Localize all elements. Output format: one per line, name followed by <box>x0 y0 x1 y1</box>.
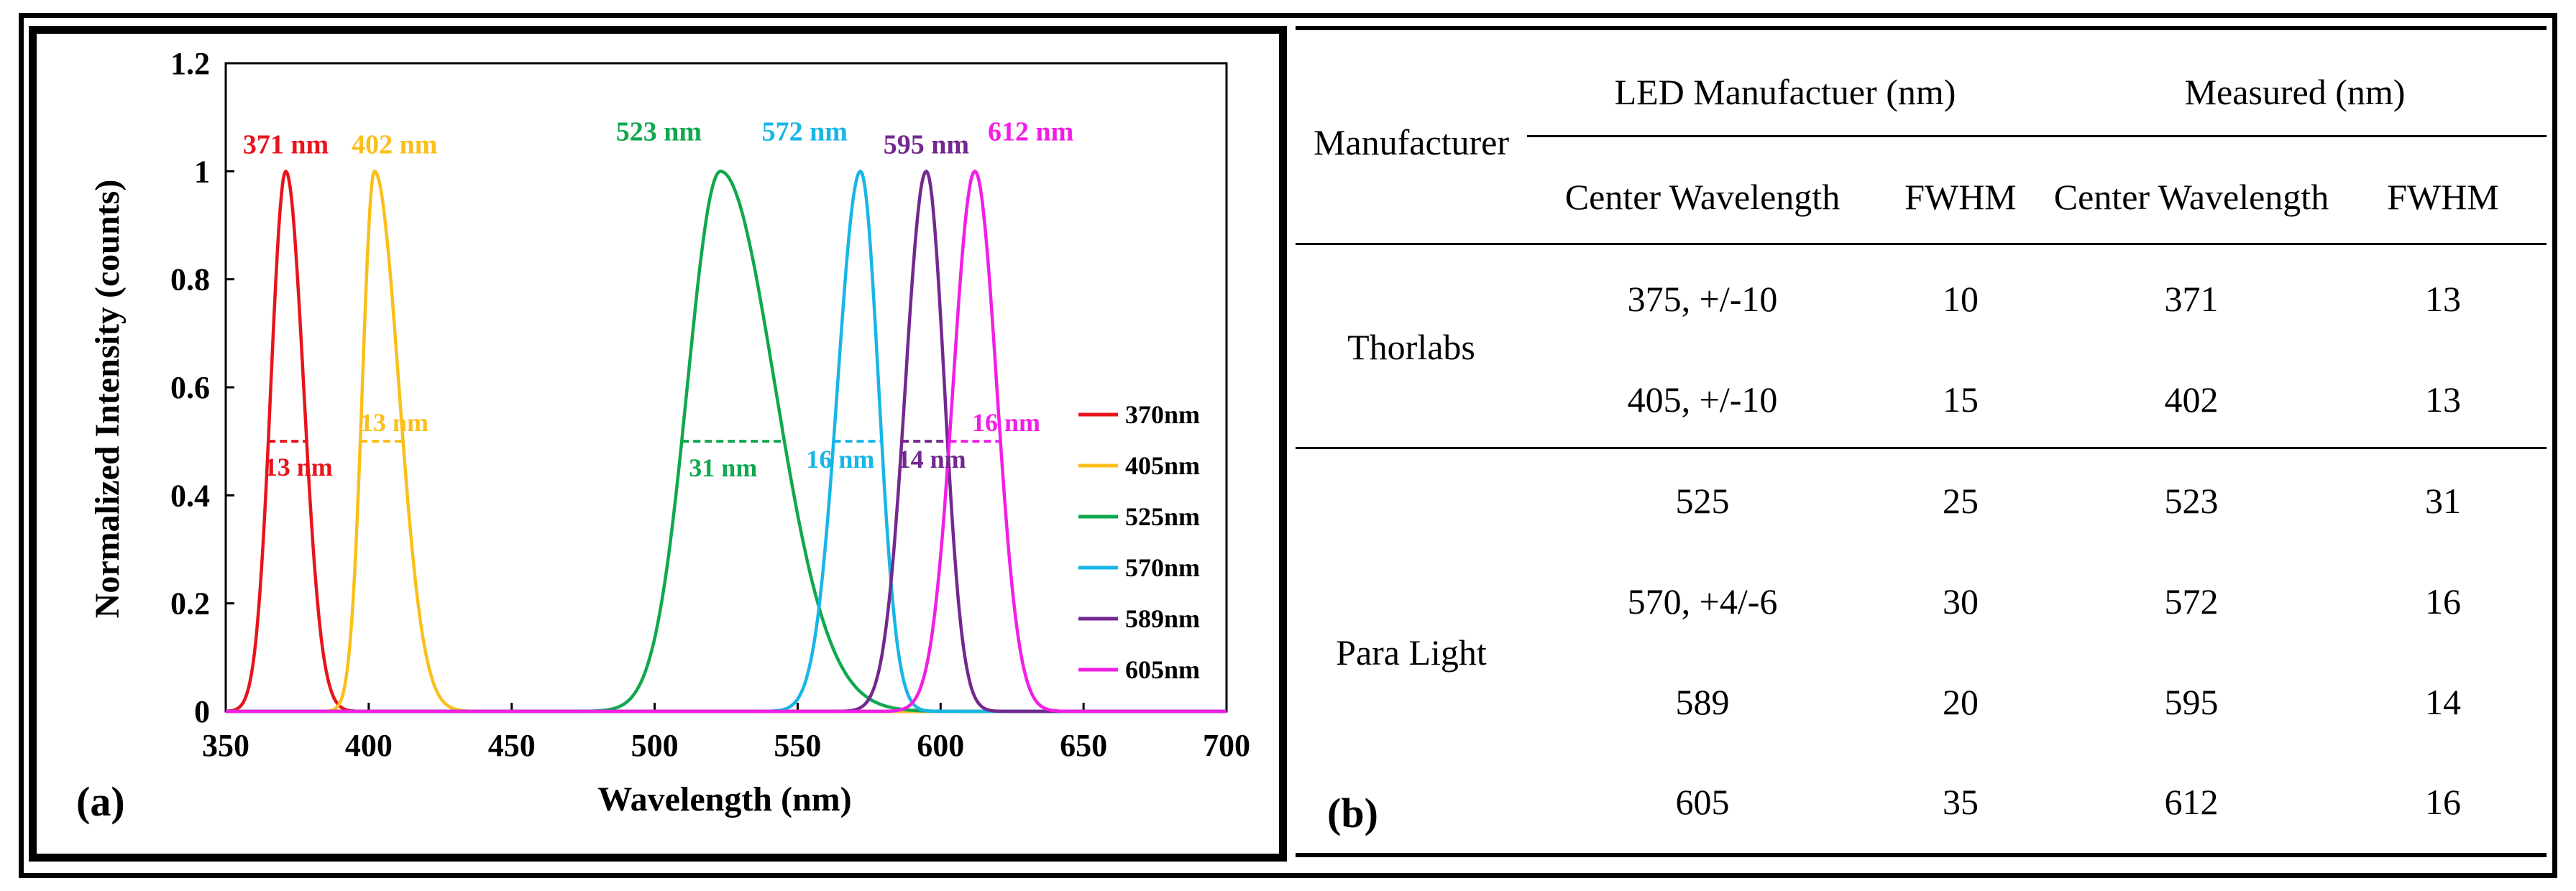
table-cell: 13 <box>2425 279 2461 319</box>
table-cell: 605 <box>1675 782 1730 822</box>
fwhm-label-570nm: 16 nm <box>806 445 874 474</box>
figure-frame <box>19 13 2557 878</box>
table-cell: 15 <box>1943 379 1979 420</box>
table-cell: 25 <box>1943 481 1979 521</box>
series-line-605nm <box>225 170 1227 714</box>
table-cell: 375, +/-10 <box>1627 279 1778 319</box>
manufacturer-thorlabs: Thorlabs <box>1347 327 1475 367</box>
x-tick-label: 550 <box>774 728 821 763</box>
table-cell: 16 <box>2425 581 2461 622</box>
panel-label-b: (b) <box>1327 790 1378 836</box>
legend-label-370nm: 370nm <box>1125 400 1200 429</box>
header-measured: Measured (nm) <box>2184 72 2406 112</box>
header-fwhm-led: FWHM <box>1905 177 2017 217</box>
table-cell: 30 <box>1943 581 1979 622</box>
fwhm-label-525nm: 31 nm <box>689 453 757 482</box>
y-tick-label: 0.6 <box>170 370 210 405</box>
legend-label-570nm: 570nm <box>1125 553 1200 582</box>
group-header-rule <box>1527 135 2547 137</box>
legend-label-605nm: 605nm <box>1125 655 1200 684</box>
table-bottom-rule <box>1296 853 2547 857</box>
peak-label-605nm: 612 nm <box>988 116 1073 147</box>
table-cell: 16 <box>2425 782 2461 822</box>
header-led-manufacturer: LED Manufactuer (nm) <box>1614 72 1956 112</box>
table-cell: 371 <box>2164 279 2219 319</box>
table-cell: 572 <box>2164 581 2219 622</box>
table-cell: 13 <box>2425 379 2461 420</box>
fwhm-label-589nm: 14 nm <box>898 445 966 474</box>
legend-label-525nm: 525nm <box>1125 502 1200 531</box>
x-tick-label: 700 <box>1203 728 1250 763</box>
peak-label-570nm: 572 nm <box>762 116 848 147</box>
y-tick-label: 0.8 <box>170 262 210 297</box>
table-cell: 595 <box>2164 682 2219 722</box>
header-center-wavelength-led: Center Wavelength <box>1564 177 1841 217</box>
header-bottom-rule <box>1296 243 2547 245</box>
panel-label-a: (a) <box>76 778 125 825</box>
table-cell: 523 <box>2164 481 2219 521</box>
y-tick-label: 1 <box>194 154 210 189</box>
manufacturer-para-light: Para Light <box>1336 632 1487 673</box>
table-cell: 20 <box>1943 682 1979 722</box>
y-tick-label: 0.4 <box>170 478 210 513</box>
table-cell: 612 <box>2164 782 2219 822</box>
table-cell: 525 <box>1675 481 1730 521</box>
table-cell: 35 <box>1943 782 1979 822</box>
comparison-table: Manufacturer LED Manufactuer (nm) Measur… <box>1296 26 2547 862</box>
fwhm-label-605nm: 16 nm <box>972 408 1040 437</box>
x-tick-label: 400 <box>345 728 393 763</box>
legend-label-589nm: 589nm <box>1125 604 1200 633</box>
x-tick-label: 350 <box>202 728 249 763</box>
table-cell: 405, +/-10 <box>1627 379 1778 420</box>
table-cell: 31 <box>2425 481 2461 521</box>
peak-label-589nm: 595 nm <box>884 129 969 160</box>
header-manufacturer: Manufacturer <box>1313 122 1510 162</box>
x-axis-label: Wavelength (nm) <box>597 780 851 818</box>
x-tick-label: 600 <box>917 728 964 763</box>
table-cell: 570, +4/-6 <box>1627 581 1778 622</box>
x-tick-label: 650 <box>1060 728 1107 763</box>
group-divider-rule <box>1296 447 2547 449</box>
fwhm-label-405nm: 13 nm <box>360 408 428 437</box>
y-tick-label: 1.2 <box>170 46 210 81</box>
peak-label-405nm: 402 nm <box>352 129 437 160</box>
x-tick-label: 500 <box>631 728 679 763</box>
y-tick-label: 0 <box>194 694 210 729</box>
peak-label-370nm: 371 nm <box>243 129 329 160</box>
chart-panel-frame <box>29 26 1287 862</box>
table-cell: 589 <box>1675 682 1730 722</box>
table-cell: 402 <box>2164 379 2219 420</box>
header-center-wavelength-measured: Center Wavelength <box>2053 177 2329 217</box>
table-top-rule <box>1296 26 2547 30</box>
x-tick-label: 450 <box>488 728 536 763</box>
table-cell: 10 <box>1943 279 1979 319</box>
peak-label-525nm: 523 nm <box>616 116 702 147</box>
plot-area-border <box>224 62 1228 713</box>
table-cell: 14 <box>2425 682 2461 722</box>
y-tick-label: 0.2 <box>170 586 210 622</box>
y-axis-label: Normalized Intensity (counts) <box>88 180 127 619</box>
fwhm-label-370nm: 13 nm <box>265 453 333 481</box>
legend-label-405nm: 405nm <box>1125 451 1200 480</box>
header-fwhm-measured: FWHM <box>2387 177 2499 217</box>
